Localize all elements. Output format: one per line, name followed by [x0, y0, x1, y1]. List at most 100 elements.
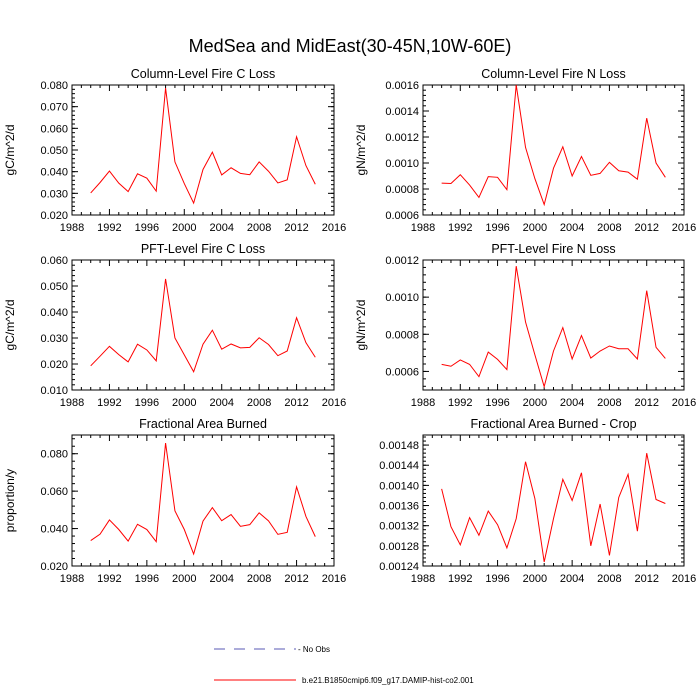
y-tick-label: 0.0008	[385, 184, 419, 196]
x-tick-label: 2012	[634, 222, 658, 234]
y-tick-label: 0.020	[40, 359, 68, 371]
x-tick-label: 1992	[448, 573, 472, 585]
y-axis-label: gC/m^2/d	[3, 300, 17, 351]
x-tick-label: 2004	[209, 573, 233, 585]
x-tick-label: 2016	[322, 397, 346, 409]
x-tick-label: 2012	[284, 397, 308, 409]
x-tick-label: 2004	[560, 573, 584, 585]
x-tick-label: 2016	[672, 222, 696, 234]
x-tick-label: 2000	[523, 222, 547, 234]
y-tick-label: 0.080	[40, 80, 68, 92]
x-tick-label: 1996	[485, 573, 509, 585]
plot-frame	[422, 434, 685, 567]
x-tick-label: 2008	[597, 397, 621, 409]
panel-title: PFT-Level Fire N Loss	[491, 242, 615, 256]
series-line	[90, 87, 316, 205]
x-tick-label: 1992	[448, 222, 472, 234]
plot-frame	[422, 84, 685, 216]
y-tick-label: 0.0014	[385, 106, 419, 118]
x-tick-label: 1988	[411, 222, 435, 234]
x-tick-label: 1996	[485, 397, 509, 409]
x-tick-label: 1992	[448, 397, 472, 409]
x-tick-label: 1992	[97, 573, 121, 585]
x-tick-label: 2004	[560, 222, 584, 234]
x-tick-label: 1988	[411, 397, 435, 409]
y-axis-label: gN/m^2/d	[354, 125, 368, 176]
y-tick-label: 0.00124	[379, 561, 419, 573]
y-tick-label: 0.060	[40, 255, 68, 267]
y-tick-label: 0.00144	[379, 460, 419, 472]
x-tick-label: 2016	[322, 222, 346, 234]
y-tick-label: 0.050	[40, 145, 68, 157]
series-line	[441, 266, 666, 389]
x-tick-label: 2016	[322, 573, 346, 585]
panel-title: Column-Level Fire N Loss	[481, 67, 626, 81]
legend-model-label: b.e21.B1850cmip6.f09_g17.DAMIP-hist-co2.…	[302, 676, 474, 685]
y-tick-label: 0.0012	[385, 132, 419, 144]
y-tick-label: 0.00132	[379, 521, 419, 533]
x-tick-label: 1992	[97, 222, 121, 234]
panel-title: Fractional Area Burned	[139, 417, 267, 431]
y-tick-label: 0.060	[40, 123, 68, 135]
panels: Column-Level Fire C Loss gC/m^2/d 1988 1992…	[3, 67, 696, 585]
x-tick-label: 2008	[247, 573, 271, 585]
y-tick-label: 0.030	[40, 188, 68, 200]
series-line	[441, 84, 666, 207]
legend-no-obs-label: - No Obs	[298, 645, 330, 654]
x-tick-label: 1996	[135, 222, 159, 234]
panel-title: Fractional Area Burned - Crop	[470, 417, 636, 431]
y-tick-label: 0.0006	[385, 210, 419, 222]
x-tick-label: 1996	[485, 222, 509, 234]
y-tick-label: 0.0016	[385, 80, 419, 92]
chart-panel-2: Column-Level Fire N Loss gN/m^2/d 1988 1992…	[354, 67, 696, 234]
x-tick-label: 2008	[597, 573, 621, 585]
series-line	[90, 442, 316, 556]
x-tick-label: 2012	[634, 397, 658, 409]
y-axis-label: gN/m^2/d	[354, 300, 368, 351]
x-tick-label: 1988	[60, 573, 84, 585]
x-tick-label: 2000	[172, 222, 196, 234]
x-tick-label: 1996	[135, 397, 159, 409]
x-tick-label: 2008	[247, 222, 271, 234]
y-tick-label: 0.020	[40, 210, 68, 222]
y-tick-label: 0.0012	[385, 255, 419, 267]
y-axis-label: gC/m^2/d	[3, 125, 17, 176]
y-tick-label: 0.0010	[385, 158, 419, 170]
y-tick-label: 0.0010	[385, 292, 419, 304]
series-line	[90, 278, 316, 374]
x-tick-label: 2016	[672, 397, 696, 409]
y-tick-label: 0.050	[40, 281, 68, 293]
chart-panel-6: Fractional Area Burned - Crop 1988 1992 199…	[379, 417, 696, 585]
x-tick-label: 1988	[60, 397, 84, 409]
figure-title: MedSea and MidEast(30-45N,10W-60E)	[189, 36, 512, 56]
x-tick-label: 2000	[523, 573, 547, 585]
x-tick-label: 2004	[560, 397, 584, 409]
x-tick-label: 1996	[135, 573, 159, 585]
panel-title: Column-Level Fire C Loss	[131, 67, 276, 81]
x-tick-label: 2000	[172, 397, 196, 409]
chart-panel-5: Fractional Area Burned proportion/y 1988 19…	[3, 417, 346, 585]
x-tick-label: 2012	[634, 573, 658, 585]
legend: - No Obs b.e21.B1850cmip6.f09_g17.DAMIP-…	[214, 645, 474, 685]
x-tick-label: 1988	[60, 222, 84, 234]
y-tick-label: 0.010	[40, 385, 68, 397]
plot-frame	[71, 434, 335, 567]
y-tick-label: 0.00140	[379, 480, 419, 492]
x-tick-label: 2000	[523, 397, 547, 409]
x-tick-label: 2016	[672, 573, 696, 585]
y-tick-label: 0.00136	[379, 501, 419, 513]
chart-panel-4: PFT-Level Fire N Loss gN/m^2/d 1988 1992 199…	[354, 242, 696, 409]
panel-title: PFT-Level Fire C Loss	[141, 242, 265, 256]
plot-frame	[71, 84, 335, 216]
y-tick-label: 0.020	[40, 561, 68, 573]
y-tick-label: 0.0008	[385, 329, 419, 341]
series-line	[441, 453, 666, 563]
y-axis-label: proportion/y	[3, 469, 17, 532]
x-tick-label: 2008	[247, 397, 271, 409]
y-tick-label: 0.00148	[379, 440, 419, 452]
y-tick-label: 0.070	[40, 102, 68, 114]
x-tick-label: 2004	[209, 222, 233, 234]
y-tick-label: 0.00128	[379, 541, 419, 553]
y-tick-label: 0.0006	[385, 366, 419, 378]
